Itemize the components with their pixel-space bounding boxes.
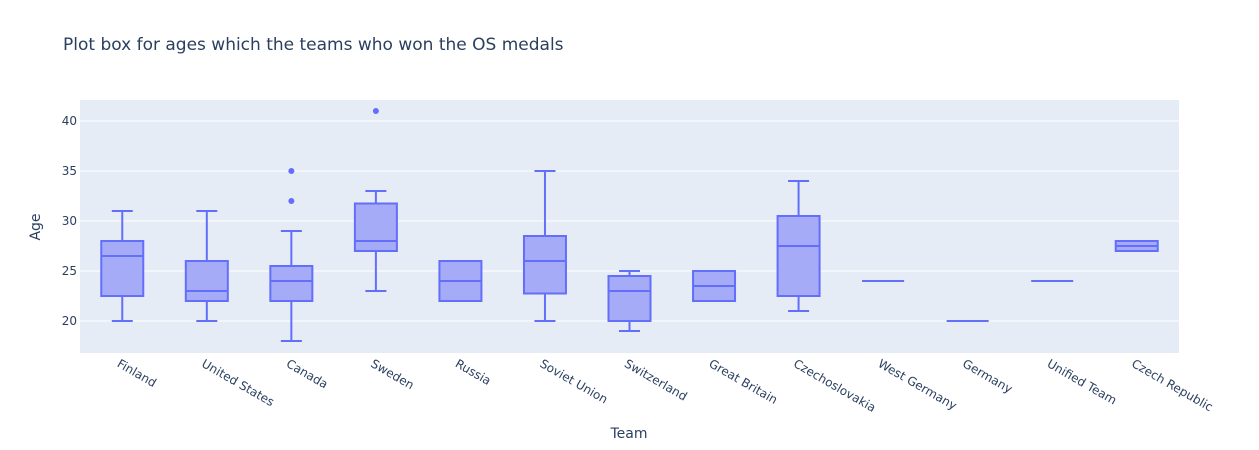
x-axis-ticks: Finland United States Canada Sweden Russia So…: [115, 356, 1216, 414]
x-tick-label: Czechoslovakia: [791, 356, 878, 414]
x-tick-label: Canada: [284, 356, 331, 391]
x-tick-label: Finland: [115, 356, 159, 390]
x-tick-label: Russia: [453, 356, 493, 387]
outlier-point[interactable]: [372, 108, 379, 114]
box-sweden[interactable]: [353, 108, 398, 292]
box-iqr: [522, 235, 567, 295]
y-tick-label: 35: [62, 164, 77, 178]
box-czechoslovakia[interactable]: [776, 180, 821, 312]
box-russia[interactable]: [438, 260, 483, 302]
box-finland[interactable]: [100, 210, 145, 322]
box-iqr: [353, 202, 398, 252]
x-axis-title: Team: [609, 426, 647, 442]
x-tick-label: Sweden: [368, 356, 416, 392]
outlier-point[interactable]: [288, 198, 295, 204]
box-soviet-union[interactable]: [522, 170, 567, 322]
boxes: [100, 108, 1159, 342]
y-tick-label: 20: [62, 314, 77, 328]
x-tick-label: Czech Republic: [1129, 356, 1215, 414]
y-axis-ticks: 20 25 30 35 40: [62, 114, 77, 328]
box-iqr: [184, 260, 229, 302]
box-iqr: [269, 265, 314, 302]
x-tick-label: United States: [199, 356, 276, 409]
chart-title: Plot box for ages which the teams who wo…: [63, 35, 564, 55]
y-tick-label: 40: [62, 114, 77, 128]
x-tick-label: Switzerland: [622, 356, 690, 403]
box-czech-republic[interactable]: [1114, 240, 1159, 252]
x-tick-label: Great Britain: [707, 356, 780, 406]
box-canada[interactable]: [269, 168, 314, 342]
y-tick-label: 30: [62, 214, 77, 228]
x-tick-label: West Germany: [876, 356, 960, 412]
x-tick-label: Unified Team: [1045, 356, 1119, 407]
box-iqr: [776, 215, 821, 297]
x-tick-label: Germany: [960, 356, 1015, 396]
x-tick-label: Soviet Union: [537, 356, 610, 406]
y-tick-label: 25: [62, 264, 77, 278]
box-iqr: [100, 240, 145, 297]
y-axis-title: Age: [28, 213, 44, 240]
box-great-britain[interactable]: [692, 270, 737, 302]
box-united-states[interactable]: [184, 210, 229, 322]
outlier-point[interactable]: [288, 168, 295, 174]
box-switzerland[interactable]: [607, 270, 652, 332]
box-iqr: [607, 275, 652, 322]
